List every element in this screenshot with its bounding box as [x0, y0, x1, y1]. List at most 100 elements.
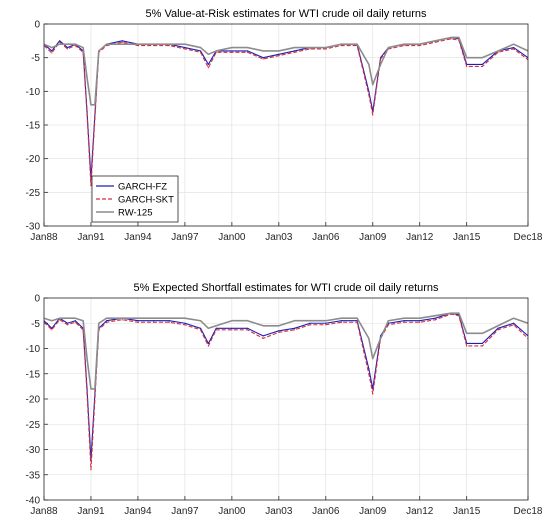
series-line-rw-125 — [44, 312, 528, 390]
x-tick-label: Jan03 — [265, 232, 293, 243]
data-point — [86, 114, 88, 116]
data-point — [513, 46, 515, 49]
x-tick-label: Jan97 — [171, 232, 199, 243]
x-tick-label: Jan88 — [30, 232, 58, 243]
data-point — [215, 50, 217, 52]
data-point — [450, 36, 452, 39]
data-point — [74, 43, 76, 45]
data-point — [513, 48, 515, 50]
data-point — [325, 322, 327, 324]
data-point — [59, 319, 61, 321]
axes-box — [43, 23, 529, 227]
x-tick-label: Jan09 — [359, 506, 387, 517]
data-point — [481, 345, 483, 347]
x-tick-label: Jan06 — [312, 232, 340, 243]
data-point — [293, 329, 296, 331]
x-tick-label: Jan15 — [453, 232, 481, 243]
data-point — [168, 43, 170, 45]
data-point — [372, 358, 374, 360]
y-tick-label: -10 — [26, 344, 41, 355]
data-point — [168, 321, 170, 323]
x-tick-label: Jan03 — [265, 506, 293, 517]
data-point — [368, 63, 370, 65]
data-point — [262, 58, 264, 60]
data-point — [207, 345, 209, 347]
data-point — [497, 51, 499, 53]
y-tick-label: -40 — [26, 496, 41, 507]
x-tick-label: Dec18 — [514, 232, 543, 243]
data-point — [215, 327, 217, 329]
data-point — [309, 322, 311, 324]
data-point — [152, 43, 155, 45]
legend: GARCH-FZ GARCH-SKT RW-125 — [91, 175, 179, 223]
chart-title: 5% Value-at-Risk estimates for WTI crude… — [146, 8, 427, 20]
series-line-garch-skt — [44, 38, 528, 187]
data-point — [121, 41, 123, 43]
data-point — [262, 50, 264, 52]
data-point — [137, 43, 139, 45]
x-tick-label: Jan97 — [171, 506, 199, 517]
data-point — [387, 324, 390, 326]
y-tick-label: -5 — [31, 319, 40, 330]
data-point — [66, 43, 69, 45]
data-point — [466, 65, 468, 68]
data-point — [66, 324, 69, 326]
data-point — [293, 51, 296, 53]
data-point — [98, 50, 100, 52]
data-point — [419, 43, 421, 45]
data-point — [497, 327, 499, 329]
data-point — [278, 331, 280, 333]
data-point — [419, 44, 421, 47]
data-point — [86, 77, 88, 79]
data-point — [309, 324, 311, 326]
data-point — [86, 358, 88, 360]
data-point — [379, 337, 382, 339]
data-point — [184, 43, 186, 45]
data-point — [278, 50, 280, 52]
data-point — [513, 322, 515, 324]
data-point — [293, 46, 296, 49]
data-point — [199, 327, 202, 329]
data-point — [481, 332, 483, 334]
data-point — [379, 63, 382, 65]
data-point — [231, 51, 233, 53]
data-point — [368, 368, 370, 370]
data-point — [199, 320, 202, 322]
data-point — [51, 52, 53, 54]
legend-label: GARCH-SKT — [118, 195, 174, 206]
data-point — [94, 104, 96, 106]
data-point — [231, 327, 233, 329]
data-point — [90, 104, 92, 106]
data-point — [403, 321, 405, 323]
data-point — [458, 36, 460, 39]
x-tick-label: Jan06 — [312, 506, 340, 517]
data-point — [94, 388, 96, 390]
data-point — [152, 317, 155, 319]
data-point — [340, 320, 343, 322]
data-point — [66, 48, 69, 50]
data-point — [387, 320, 390, 322]
data-point — [51, 320, 53, 322]
y-tick-label: -25 — [26, 420, 41, 431]
data-point — [184, 322, 186, 324]
x-tick-label: Jan00 — [218, 232, 246, 243]
data-point — [74, 321, 76, 323]
data-point — [340, 317, 343, 319]
data-point — [74, 317, 76, 319]
data-point — [121, 40, 123, 42]
data-point — [199, 50, 202, 52]
data-point — [74, 320, 76, 322]
data-point — [419, 321, 421, 323]
data-point — [325, 320, 327, 322]
data-point — [262, 337, 264, 339]
data-point — [278, 55, 280, 57]
data-point — [207, 342, 209, 345]
data-point — [481, 65, 483, 68]
data-point — [450, 38, 452, 40]
data-point — [481, 342, 483, 345]
data-point — [51, 46, 53, 49]
data-point — [168, 44, 170, 47]
x-tick-label: Jan12 — [406, 506, 434, 517]
y-tick-label: 0 — [34, 20, 40, 31]
data-point — [66, 317, 69, 319]
